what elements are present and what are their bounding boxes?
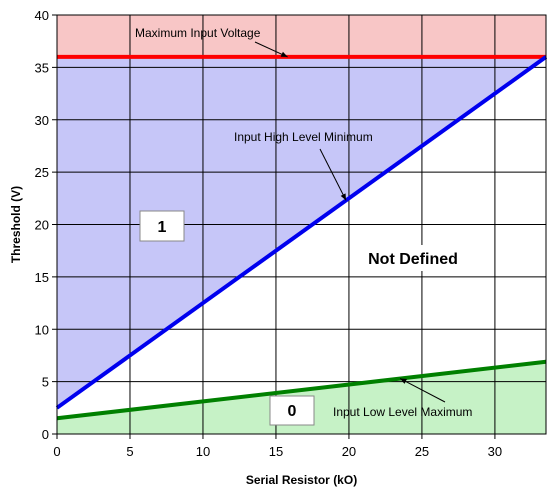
x-tick-label: 15 (269, 444, 283, 459)
label-zero-box (269, 395, 315, 426)
annotation-arrowhead-maximum-input-voltage (280, 51, 288, 57)
x-tick-label: 10 (196, 444, 210, 459)
plot-frame (56, 14, 547, 435)
annotation-label-input-high-level-minimum: Input High Level Minimum (234, 130, 373, 144)
label-not-defined: Not Defined (368, 251, 458, 268)
x-tick-label: 20 (342, 444, 356, 459)
y-tick-label: 20 (35, 218, 49, 233)
label-one: 1 (158, 219, 167, 236)
y-tick-label: 25 (35, 165, 49, 180)
y-tick-label: 40 (35, 8, 49, 23)
y-tick-label: 5 (42, 375, 49, 390)
label-not-defined-box (353, 245, 473, 271)
y-axis-title: Threshold (V) (9, 186, 23, 263)
x-tick-label: 0 (53, 444, 60, 459)
annotation-arrow-input-high-level-minimum (319, 148, 347, 201)
x-axis-title: Serial Resistor (kO) (246, 473, 357, 487)
y-tick-label: 30 (35, 113, 49, 128)
y-tick-label: 15 (35, 270, 49, 285)
y-tick-label: 10 (35, 322, 49, 337)
annotation-arrowhead-input-high-level-minimum (340, 193, 347, 201)
annotation-label-input-low-level-maximum: Input Low Level Maximum (333, 405, 472, 419)
series-line-input-high-level-minimum (55, 55, 547, 410)
y-tick-label: 0 (42, 427, 49, 442)
region-above-max (57, 15, 546, 57)
x-tick-label: 25 (415, 444, 429, 459)
label-zero: 0 (288, 403, 297, 420)
y-tick-label: 35 (35, 60, 49, 75)
annotation-arrow-input-low-level-maximum (399, 378, 446, 403)
x-tick-label: 5 (126, 444, 133, 459)
series-line-input-low-level-maximum (56, 359, 547, 421)
label-one-box (139, 210, 185, 242)
annotation-label-maximum-input-voltage: Maximum Input Voltage (135, 26, 261, 40)
x-tick-label: 30 (488, 444, 502, 459)
annotation-arrowhead-input-low-level-maximum (400, 378, 408, 384)
